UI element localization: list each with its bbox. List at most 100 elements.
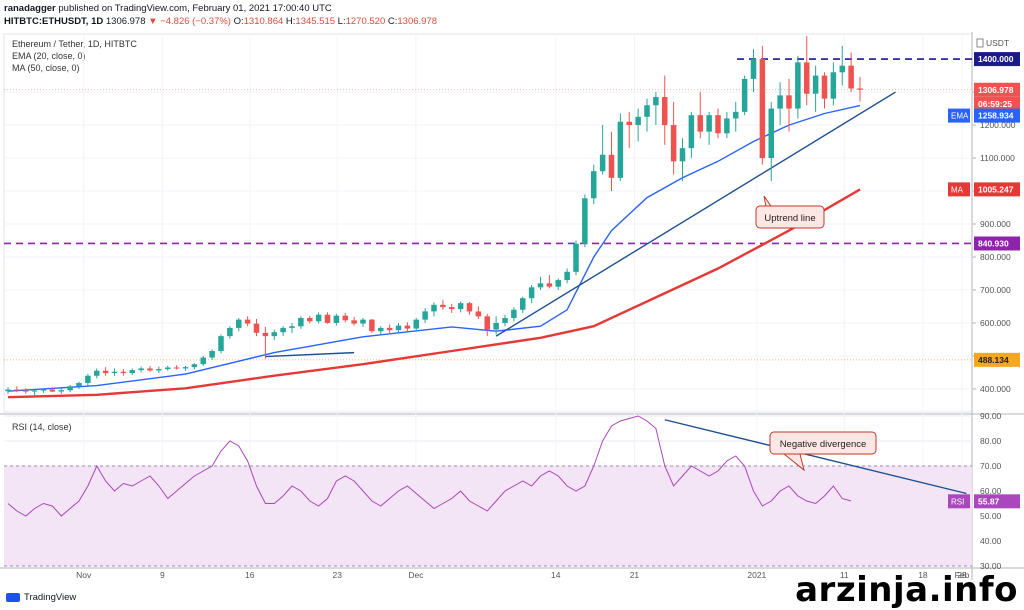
candle-body (164, 367, 171, 370)
candle-body (670, 125, 677, 162)
candle-body (715, 115, 721, 134)
price-tick-label: 1200.000 (980, 120, 1016, 130)
candle-body (644, 105, 650, 117)
candle-body (76, 382, 82, 387)
candle-body (85, 375, 91, 383)
publish-info: published on TradingView.com, February 0… (58, 3, 332, 14)
candle-body (298, 318, 304, 327)
time-tick-label: 16 (245, 570, 255, 580)
candle-body (333, 315, 340, 323)
candle-body (502, 318, 508, 323)
time-tick-label: Feb (955, 570, 970, 580)
time-tick-label: 23 (332, 570, 342, 580)
legend-rsi: RSI (14, close) (12, 422, 72, 432)
candle-body (724, 118, 730, 134)
rsi-tick-label: 50.00 (980, 511, 1002, 521)
candle-body (786, 95, 792, 109)
candle-body (191, 364, 198, 368)
rsi-tick-label: 70.00 (980, 461, 1002, 471)
candle-body (129, 370, 136, 374)
ohlc-high-label: H: (285, 16, 296, 27)
candle-body (440, 304, 446, 308)
candle-body (537, 283, 544, 288)
ohlc-close: 1306.978 (397, 16, 437, 27)
ema-side-label: EMA (951, 112, 969, 121)
divergence-line (664, 419, 967, 495)
candle-body (404, 325, 411, 329)
candle-body (324, 314, 331, 323)
ma-tag: 1005.247 (978, 184, 1014, 194)
candle-body (653, 97, 659, 106)
candle-body (342, 315, 349, 321)
symbol-line: HITBTC:ETHUSDT, 1D 1306.978 ▼ −4.826 (−0… (4, 16, 437, 27)
price-tick-label: 1100.000 (980, 153, 1015, 163)
candle-body (582, 198, 588, 244)
author-name: ranadagger (4, 3, 56, 14)
price-tick-label: 800.000 (980, 252, 1011, 262)
candle-body (732, 111, 739, 119)
low-line-tag: 488.134 (978, 355, 1009, 365)
candle-body (679, 148, 686, 162)
uptrend-line (495, 91, 896, 337)
candle-body (546, 283, 553, 287)
time-tick-label: 2021 (747, 570, 766, 580)
candle-body (386, 327, 393, 331)
support-tag-bg (974, 236, 1020, 251)
ohlc-low: 1270.520 (345, 16, 386, 27)
candle-body (306, 318, 313, 322)
resistance-tag-bg (974, 52, 1020, 67)
candle-body (839, 65, 846, 73)
candle-body (697, 115, 704, 132)
low-line-tag-bg (974, 352, 1020, 367)
candle-body (262, 332, 269, 337)
candle-body (58, 390, 65, 392)
candle-body (413, 319, 420, 329)
price-tick-label: 600.000 (980, 318, 1011, 328)
candle-body (777, 95, 783, 109)
candle-body (22, 390, 29, 392)
candle-body (93, 370, 100, 376)
candle-body (511, 309, 517, 318)
candle-body (315, 314, 322, 322)
countdown-tag-bg (974, 96, 1020, 111)
time-tick-label: 18 (918, 570, 928, 580)
candle-body (768, 108, 775, 159)
candle-body (821, 75, 828, 99)
candle-body (67, 386, 73, 391)
ema-tag: 1258.934 (978, 111, 1014, 121)
candle-body (40, 389, 47, 391)
candle-body (573, 243, 579, 272)
candle-body (138, 368, 144, 371)
candle-body (759, 59, 766, 159)
countdown-tag: 06:59:25 (978, 99, 1012, 109)
candle-body (111, 371, 118, 374)
candle-body (493, 322, 499, 330)
ema-side-label-bg (948, 108, 970, 123)
ma50-line (7, 188, 861, 399)
site-watermark: arzinja.info (795, 570, 1018, 610)
rsi-tick-label: 30.00 (980, 561, 1002, 571)
divergence-callout-pointer (783, 453, 805, 472)
divergence-callout-box (769, 431, 877, 455)
uptrend-callout-box (755, 205, 825, 229)
currency-lock-icon (976, 38, 984, 48)
candle-body (519, 298, 526, 310)
ema-tag-bg (974, 108, 1020, 123)
rsi-tag-bg (974, 494, 1020, 509)
candle-body (484, 316, 491, 330)
candle-body (661, 97, 668, 126)
candle-body (14, 389, 20, 391)
candle-body (156, 369, 162, 371)
ohlc-open-label: O: (233, 16, 244, 27)
legend-ema: EMA (20, close, 0) (12, 51, 86, 61)
time-tick-label: 9 (160, 570, 165, 580)
rsi-tick-label: 80.00 (980, 436, 1002, 446)
candle-body (182, 367, 189, 369)
last-price-tag-bg (974, 82, 1020, 97)
candle-body (750, 59, 757, 79)
rsi-side-label: RSI (951, 497, 964, 506)
candle-body (173, 367, 180, 369)
legend-ma: MA (50, close, 0) (12, 63, 80, 73)
candle-body (812, 75, 819, 94)
